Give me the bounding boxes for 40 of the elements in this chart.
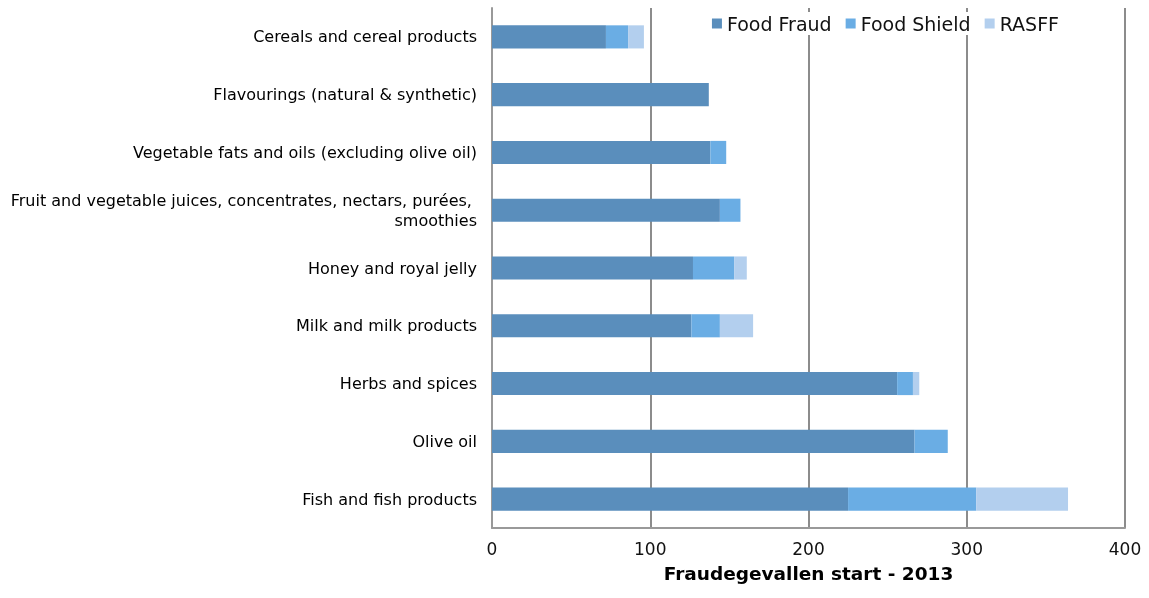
bar (912, 372, 920, 396)
bar (492, 25, 606, 49)
x-tick-label: 0 (486, 538, 498, 559)
bar (492, 429, 915, 453)
y-tick-label: Herbs and spices (339, 374, 477, 394)
bar (492, 198, 720, 222)
bar (914, 429, 948, 453)
bar (897, 372, 913, 396)
y-tick-label: Fruit and vegetable juices, concentrates, nectars, purées, smoothies (10, 190, 477, 230)
bar (848, 487, 977, 511)
bar (628, 25, 644, 49)
bar (492, 487, 849, 511)
bar (719, 314, 754, 338)
bar (492, 83, 709, 107)
y-tick-label: Vegetable fats and oils (excluding olive oil) (133, 142, 477, 162)
legend-label: Food Fraud (726, 12, 832, 35)
bar (710, 140, 727, 164)
bar (492, 314, 692, 338)
bar (605, 25, 629, 49)
x-tick-label: 100 (634, 538, 667, 559)
bar (492, 256, 693, 280)
legend-label: RASFF (999, 12, 1060, 35)
y-tick-label: Flavourings (natural & synthetic) (213, 85, 477, 105)
bar (691, 314, 720, 338)
bar (692, 256, 735, 280)
bar (734, 256, 747, 280)
y-tick-label: Honey and royal jelly (307, 258, 477, 278)
x-tick-label: 300 (950, 538, 983, 559)
bar (719, 198, 741, 222)
y-tick-label: Olive oil (412, 431, 477, 451)
bar (976, 487, 1069, 511)
bar (492, 140, 711, 164)
y-tick-label: Milk and milk products (296, 316, 477, 336)
legend-label: Food Shield (860, 12, 971, 35)
y-tick-label: Cereals and cereal products (253, 27, 477, 47)
bar (492, 372, 898, 396)
x-axis-title: Fraudegevallen start - 2013 (663, 563, 954, 584)
y-tick-label: Fish and fish products (302, 489, 477, 509)
x-tick-label: 200 (792, 538, 825, 559)
x-tick-label: 400 (1108, 538, 1142, 559)
